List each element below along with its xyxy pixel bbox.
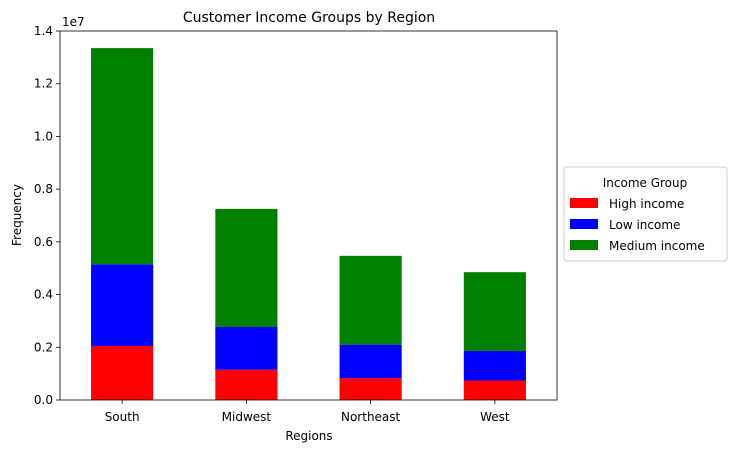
plot-frame: [59, 30, 558, 401]
legend-swatch-medium-income: [570, 240, 598, 250]
x-tick-label: Midwest: [222, 410, 272, 424]
y-axis-label: Frequency: [10, 184, 24, 246]
bar-midwest-medium-income: [215, 208, 278, 327]
bar-west-low-income: [463, 350, 526, 381]
y-tick-label: 1.4: [34, 24, 53, 38]
bar-west-high-income: [463, 380, 526, 400]
legend-label-medium-income: Medium income: [609, 239, 705, 253]
axis-ticks-group: 0.0 0.2 0.4 0.6 0.8 1.0 1.2 1.4 South Midwest Nort…: [34, 24, 510, 424]
bar-northeast-high-income: [339, 378, 402, 400]
bar-south-high-income: [91, 345, 154, 400]
y-tick-label: 0.6: [34, 235, 53, 249]
y-axis-offset-label: 1e7: [62, 15, 85, 29]
x-tick-label: West: [480, 410, 510, 424]
y-tick-label: 1.2: [34, 77, 53, 91]
bars-group: [91, 48, 526, 400]
bar-midwest-low-income: [215, 326, 278, 370]
legend-swatch-high-income: [570, 198, 598, 208]
legend-label-low-income: Low income: [609, 218, 680, 232]
bar-west-medium-income: [463, 272, 526, 351]
x-tick-label: South: [105, 410, 140, 424]
x-axis-label: Regions: [285, 429, 332, 443]
bar-south-low-income: [91, 264, 154, 346]
bar-northeast-low-income: [339, 344, 402, 379]
y-tick-label: 0.2: [34, 340, 53, 354]
x-tick-label: Northeast: [341, 410, 401, 424]
y-tick-label: 0.8: [34, 182, 53, 196]
bar-south-medium-income: [91, 48, 154, 265]
legend-box: [563, 166, 728, 262]
legend-label-high-income: High income: [609, 197, 684, 211]
bar-midwest-high-income: [215, 369, 278, 400]
y-tick-label: 0.0: [34, 393, 53, 407]
y-tick-label: 0.4: [34, 288, 53, 302]
chart-title: Customer Income Groups by Region: [183, 10, 435, 26]
bar-northeast-medium-income: [339, 255, 402, 345]
legend-swatch-low-income: [570, 219, 598, 229]
y-tick-label: 1.0: [34, 129, 53, 143]
legend: Income Group High income Low income Medium…: [563, 166, 728, 262]
legend-title: Income Group: [603, 176, 688, 190]
